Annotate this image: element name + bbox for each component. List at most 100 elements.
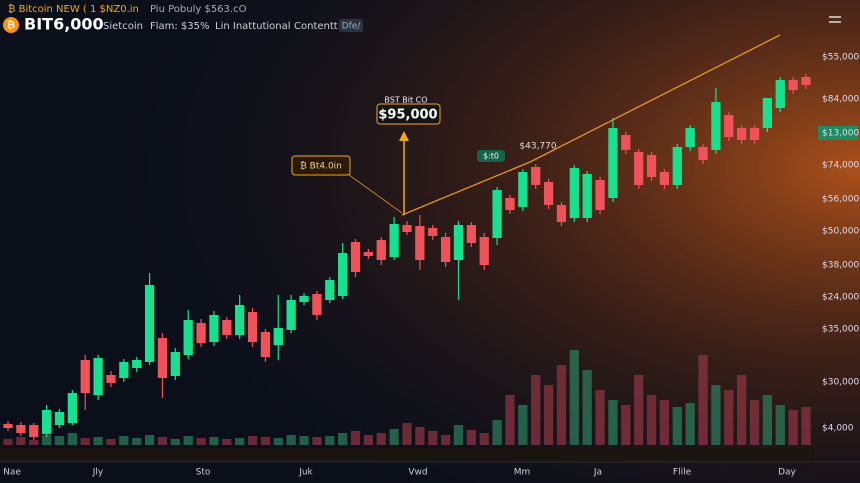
volume-bar [698,355,708,445]
candle-body [350,242,361,272]
badge[interactable]: Dfe/ [342,22,362,32]
candle-body [608,128,618,198]
candle-body [711,102,721,150]
x-label: Mm [514,468,531,478]
tab[interactable]: Flam: $35% [150,21,210,32]
volume-bar [595,390,605,445]
right-price: $43,770 [519,142,556,152]
volume-bar [685,403,695,445]
volume-bar [531,375,541,445]
candle-body [479,237,489,265]
candle-body [209,315,219,342]
candle-body [801,77,811,85]
candle-body [415,226,425,260]
price-label: $55,000 [822,53,859,63]
volume-bar [235,438,245,445]
candle-body [659,172,670,185]
price-label: $50,000 [822,227,859,237]
candle-body [376,240,386,260]
candle-body [41,410,52,434]
volume-bar [775,405,785,445]
candle-body [54,412,65,425]
volume-bar [801,407,811,445]
candle-body [556,205,567,222]
peak-box [376,103,441,125]
price-label: $84,000 [822,95,859,105]
volume-bar [543,385,554,445]
candle-body [16,425,26,433]
right-badge: $:t0 [483,152,499,161]
volume-bar [106,439,116,445]
candle-body [440,237,451,262]
volume-bar [222,439,232,445]
tab[interactable]: Sietcoin [103,21,143,32]
volume-bar [67,433,77,445]
price-label: $30,000 [822,378,859,388]
volume-bar [505,395,515,445]
candle-body [775,80,785,108]
volume-bar [196,438,206,445]
connector [344,171,403,214]
volume-bar [621,405,631,445]
candle-body [247,312,258,342]
right-badge-bg [477,150,505,162]
candle-body [531,167,541,185]
candle-body [466,225,476,243]
candle-body [29,425,39,437]
volume-bar [132,438,142,445]
volume-bar [119,436,129,445]
volume-bar [737,375,747,445]
candle-body [312,294,322,315]
volume-bar [646,395,657,445]
trend-line [401,161,531,216]
candle-body [338,253,348,296]
candle-body [196,323,206,343]
price-label: $74,000 [822,161,859,171]
peak-price: $95,000 [378,108,437,123]
candle-body [582,174,592,218]
volume-bar [54,436,65,445]
candle-body [505,198,515,210]
volume-bar [479,433,489,445]
volume-bar [634,375,644,445]
tab[interactable]: Lin Inattutional [215,21,291,32]
price-label: $56,000 [822,195,859,205]
candle-body [132,360,142,368]
volume-bar [749,400,760,445]
volume-bar [569,350,579,445]
annotations: BST Bit CO $95,000 ₿ Bt4.0in $43,770 $:t… [291,34,781,216]
volume-bar [325,436,335,445]
menu-icon[interactable] [829,16,841,23]
left-box-label: ₿ Bt4.0in [300,161,342,172]
candle-body [222,320,232,335]
volume-bar [350,431,361,445]
volume-bar [93,437,103,445]
candle-body [363,252,374,256]
candle-body [67,393,77,423]
plot [3,74,811,445]
x-label: Day [778,468,796,478]
candle-body [3,424,13,428]
candle-body [621,135,631,150]
x-label: Ja [593,468,602,478]
volume-bar [363,435,374,445]
candle-body [518,172,528,207]
volume-bar [762,395,773,445]
candle-body [698,147,708,160]
candle-body [788,80,798,90]
mini-strip [0,448,815,462]
tab[interactable]: Contentt [294,21,338,32]
candle-body [569,168,579,218]
candle-body [286,300,296,330]
volume-bar [711,385,721,445]
candle-body [672,147,682,185]
volume-bar [659,400,670,445]
ticker2: Piu Pobuly $563.cO [150,4,247,15]
coin-icon [3,17,19,33]
candle-body [543,182,554,205]
candle-body [749,128,760,140]
candle-body [737,128,747,140]
x-label: Juk [298,468,313,478]
